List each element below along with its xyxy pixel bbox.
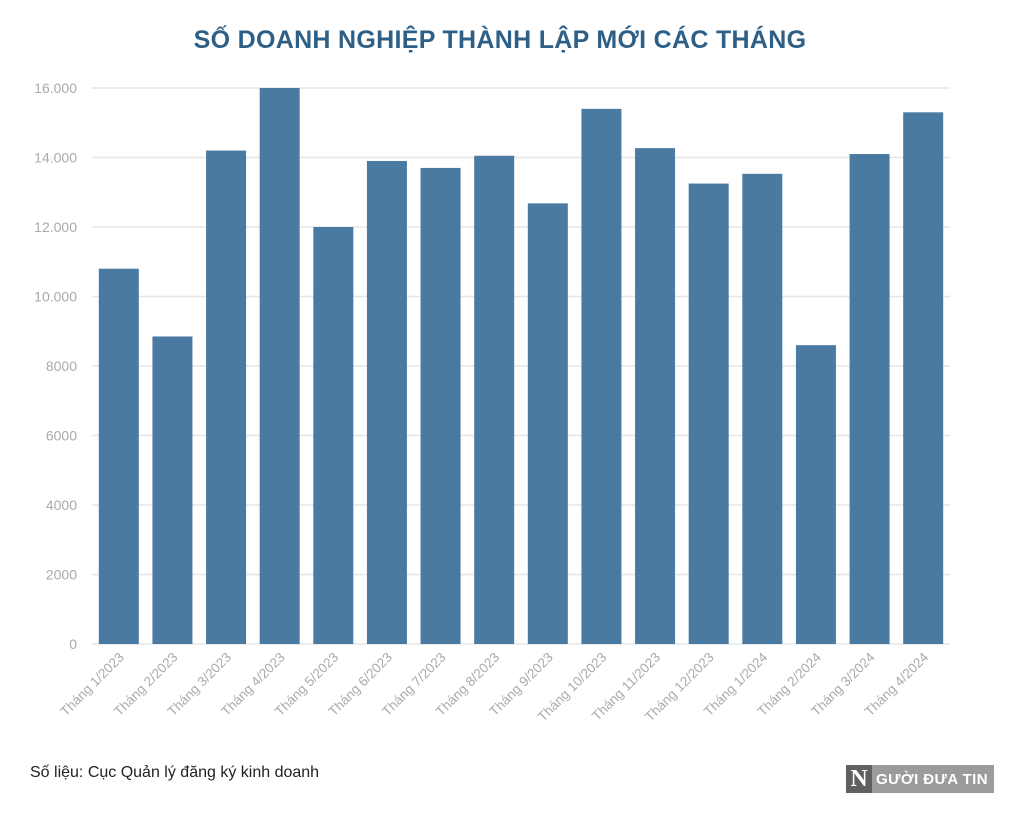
bar (366, 160, 407, 644)
y-tick-label: 10.000 (34, 289, 77, 305)
bar (420, 167, 461, 645)
bar (849, 154, 890, 644)
bar (474, 155, 515, 644)
y-tick-label: 14.000 (34, 150, 77, 166)
bars (98, 88, 944, 645)
brand-logo: N GƯỜI ĐƯA TIN (846, 764, 994, 794)
bar (527, 203, 568, 644)
bar (259, 88, 300, 644)
bar (313, 227, 354, 644)
bar (98, 268, 139, 644)
source-note: Số liệu: Cục Quản lý đăng ký kinh doanh (30, 764, 320, 781)
y-tick-label: 16.000 (34, 80, 77, 96)
bar (581, 108, 622, 645)
bar (742, 173, 783, 644)
y-tick-label: 12.000 (34, 219, 77, 235)
bar (206, 150, 247, 645)
y-axis-ticks: 0 2000 4000 6000 8000 10.000 12.000 14.000 16.00… (34, 80, 77, 652)
chart-title: SỐ DOANH NGHIỆP THÀNH LẬP MỚI CÁC THÁNG (193, 26, 807, 54)
y-tick-label: 4000 (46, 497, 77, 513)
y-tick-label: 0 (69, 636, 77, 652)
bar (152, 336, 193, 644)
bar (795, 345, 836, 644)
bar-chart: 0 2000 4000 6000 8000 10.000 12.000 14.000 16.00… (34, 80, 950, 724)
bar (635, 148, 676, 644)
y-tick-label: 2000 (46, 567, 77, 583)
y-tick-label: 6000 (46, 428, 77, 444)
y-tick-label: 8000 (46, 358, 77, 374)
logo-text: GƯỜI ĐƯA TIN (872, 765, 994, 793)
bar (688, 183, 729, 644)
logo-letter: N (846, 765, 872, 793)
bar (903, 112, 944, 644)
